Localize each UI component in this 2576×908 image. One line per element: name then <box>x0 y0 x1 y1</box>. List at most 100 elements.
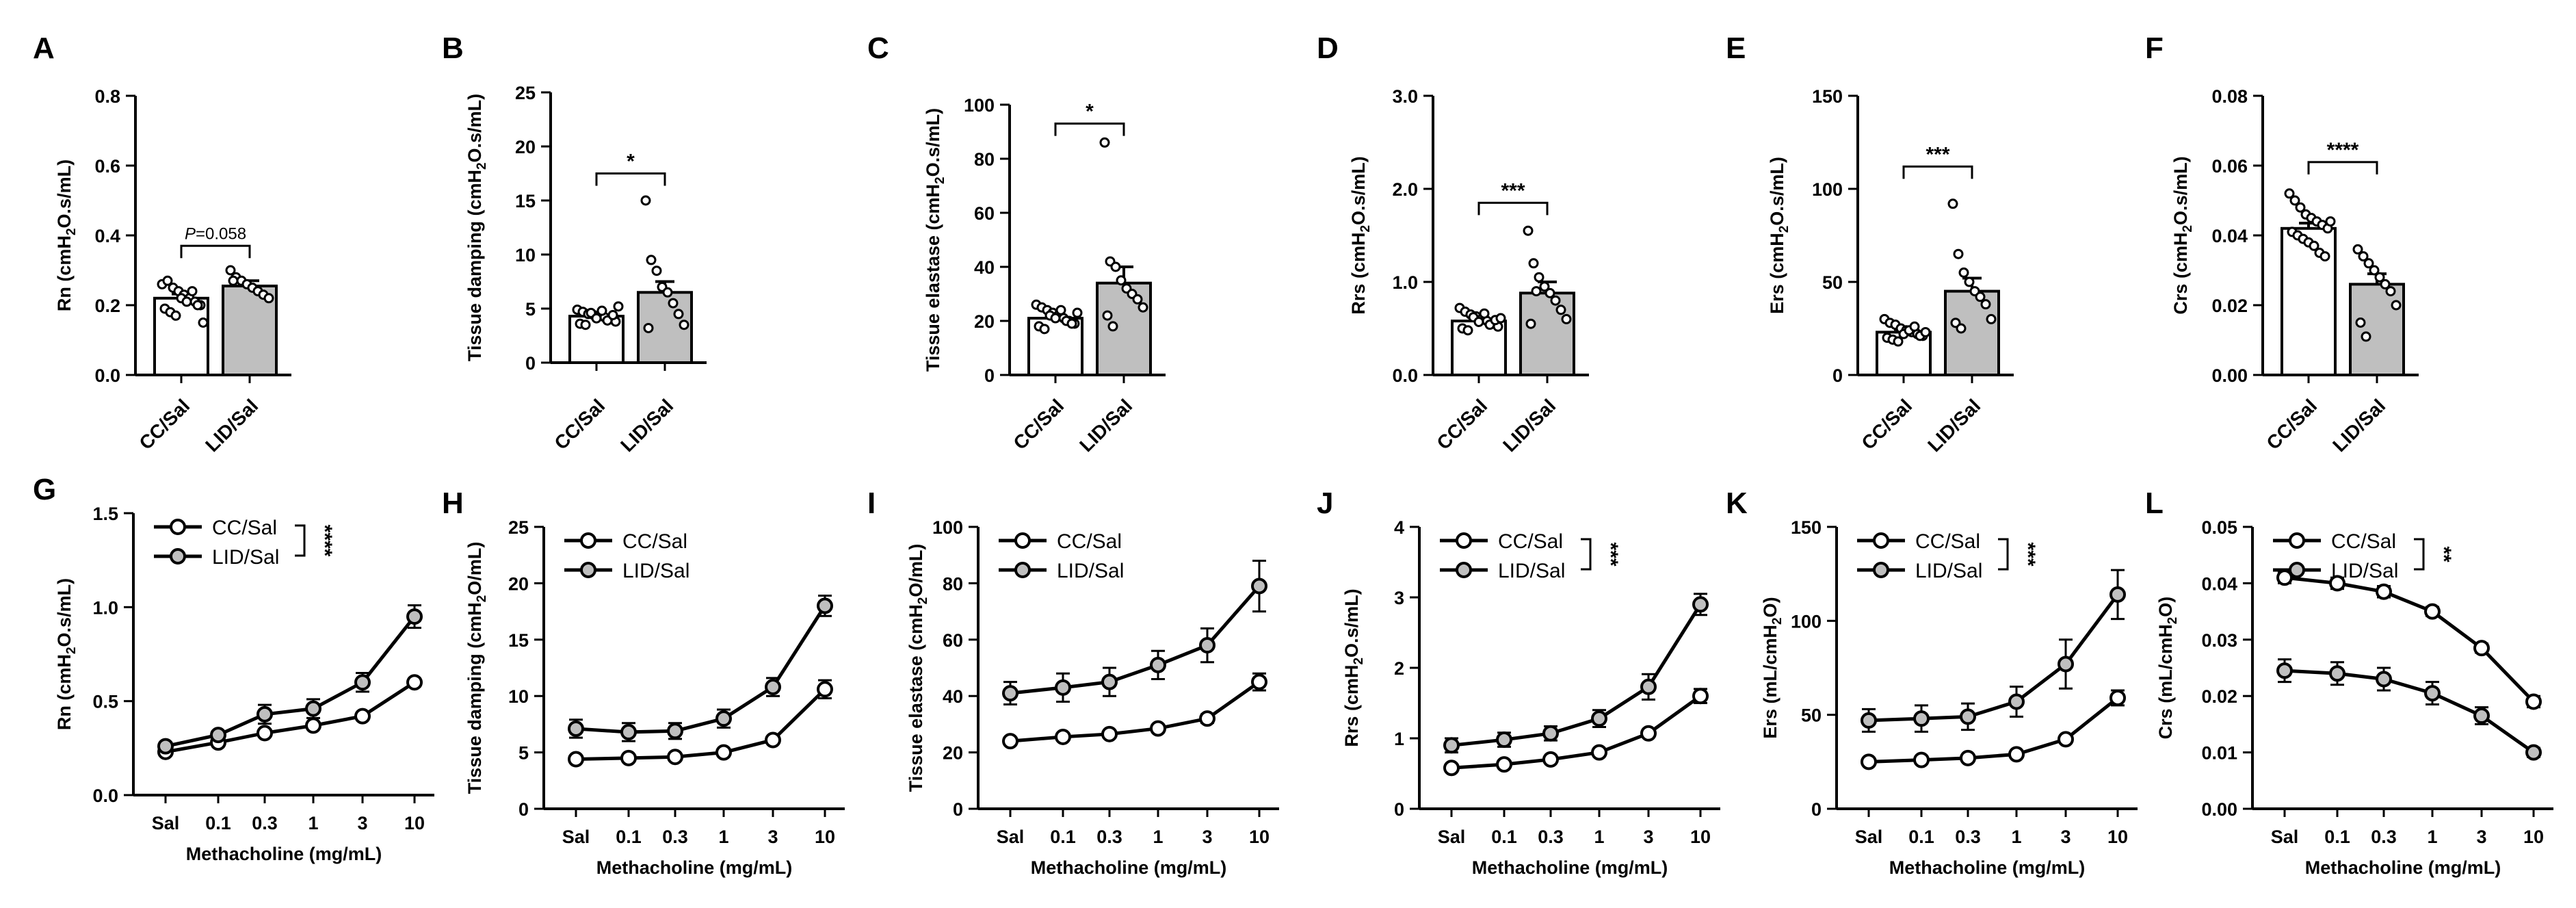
series-line <box>165 615 416 749</box>
data-point <box>2424 685 2441 702</box>
legend-label: LID/Sal <box>212 546 279 569</box>
data-point <box>2008 693 2025 710</box>
data-point <box>591 313 602 324</box>
y-tick-label: 20 <box>943 743 963 764</box>
x-tick-label: 0.1 <box>1908 827 1934 847</box>
panel-letter: H <box>442 487 464 520</box>
x-category-label: LID/Sal <box>2328 395 2389 456</box>
data-point <box>765 679 781 696</box>
y-tick-label: 4 <box>1394 517 1404 538</box>
data-point <box>1099 137 1110 148</box>
x-tick-label: 1 <box>308 813 318 833</box>
x-tick-label: 0.3 <box>2371 827 2397 847</box>
significance-marker: **** <box>2327 139 2359 161</box>
y-tick-label: 20 <box>515 137 536 157</box>
data-point <box>2319 251 2330 262</box>
y-tick-label: 0 <box>984 365 995 386</box>
data-point <box>257 725 273 742</box>
data-point <box>2369 265 2380 276</box>
data-point <box>2473 640 2490 657</box>
data-point <box>257 705 273 723</box>
data-point <box>2473 708 2490 725</box>
y-tick-label: 0.00 <box>2211 365 2248 386</box>
legend-label: CC/Sal <box>1915 530 1980 553</box>
data-point <box>1640 725 1657 742</box>
data-point <box>1913 710 1930 727</box>
data-point <box>1479 308 1490 319</box>
data-point <box>1531 286 1542 297</box>
legend-marker <box>170 548 186 565</box>
panel-letter: J <box>1317 487 1333 520</box>
y-tick-label: 25 <box>508 517 529 538</box>
data-point <box>1138 302 1148 313</box>
data-point <box>1542 725 1559 742</box>
x-tick-label: 10 <box>815 827 835 847</box>
panel-D: D Rrs (cmH2O.s/mL) 0.0 1.0 2.0 3.0 CC/Sal LID/S… <box>1317 31 1589 456</box>
y-tick-label: 20 <box>974 311 995 332</box>
data-point <box>1002 685 1018 702</box>
y-tick-label: 0 <box>1832 365 1843 386</box>
data-point <box>354 708 371 725</box>
data-point <box>643 322 654 333</box>
x-tick-label: 1 <box>718 827 728 847</box>
x-tick-label: 3 <box>767 827 778 847</box>
data-point <box>1150 656 1166 673</box>
x-tick-label: 0.1 <box>1050 827 1076 847</box>
data-point <box>162 275 173 286</box>
data-point <box>2276 662 2293 679</box>
data-point <box>2391 300 2402 311</box>
data-point <box>406 674 423 691</box>
significance-bracket <box>180 244 251 259</box>
y-tick-label: 0.8 <box>94 86 120 107</box>
data-point <box>210 727 226 744</box>
y-tick-label: 0.6 <box>94 156 120 177</box>
legend-marker <box>2289 532 2305 549</box>
data-point <box>1561 313 1572 324</box>
x-tick-label: Sal <box>562 827 590 847</box>
series-line <box>575 605 827 734</box>
panel-C: C Tissue elastase (cmH2O.s/mL) 0 20 40 60 80 10… <box>867 31 1166 456</box>
y-tick-label: 1.0 <box>92 597 118 618</box>
legend-marker <box>580 562 596 578</box>
data-point <box>1496 756 1512 773</box>
data-point <box>1496 731 1512 749</box>
data-point <box>1523 225 1534 236</box>
data-point <box>651 265 662 276</box>
x-tick-label: 10 <box>2523 827 2544 847</box>
x-axis-label: Methacholine (mg/mL) <box>1889 857 2086 878</box>
x-tick-label: 1 <box>1594 827 1604 847</box>
data-point <box>2329 665 2345 682</box>
data-point <box>157 738 174 755</box>
significance-bracket <box>595 172 666 186</box>
data-point <box>1534 272 1545 283</box>
legend-marker <box>1014 562 1031 578</box>
data-point <box>192 300 203 311</box>
significance-bracket <box>2307 161 2378 174</box>
legend-marker <box>2289 562 2305 578</box>
x-category-label: LID/Sal <box>1923 395 1984 456</box>
legend-marker <box>1014 532 1031 549</box>
x-tick-label: 10 <box>1249 827 1270 847</box>
y-axis-label: Crs (cmH2O.s/mL) <box>2170 156 2195 314</box>
y-tick-label: 1.5 <box>92 504 118 524</box>
data-point <box>1986 313 1997 324</box>
x-category-label: CC/Sal <box>2263 395 2322 454</box>
data-point <box>354 674 371 691</box>
data-point <box>1251 673 1267 690</box>
data-point <box>667 749 683 766</box>
significance-bracket <box>1477 201 1549 216</box>
y-axis-label: Rrs (cmH2O.s/mL) <box>1348 156 1373 314</box>
legend-label: LID/Sal <box>1498 560 1565 582</box>
y-tick-label: 0 <box>1394 799 1404 820</box>
x-tick-label: 3 <box>1643 827 1653 847</box>
x-tick-label: 3 <box>1202 827 1212 847</box>
y-tick-label: 15 <box>515 191 536 211</box>
x-tick-label: 0.3 <box>1096 827 1122 847</box>
data-point <box>2380 278 2391 289</box>
x-tick-label: 0.3 <box>252 813 278 833</box>
x-tick-label: 1 <box>1153 827 1163 847</box>
legend-label: CC/Sal <box>1498 530 1563 553</box>
y-tick-label: 0 <box>525 353 536 374</box>
y-axis-label: Ers (cmH2O.s/mL) <box>1767 157 1791 314</box>
data-point <box>2525 693 2542 710</box>
